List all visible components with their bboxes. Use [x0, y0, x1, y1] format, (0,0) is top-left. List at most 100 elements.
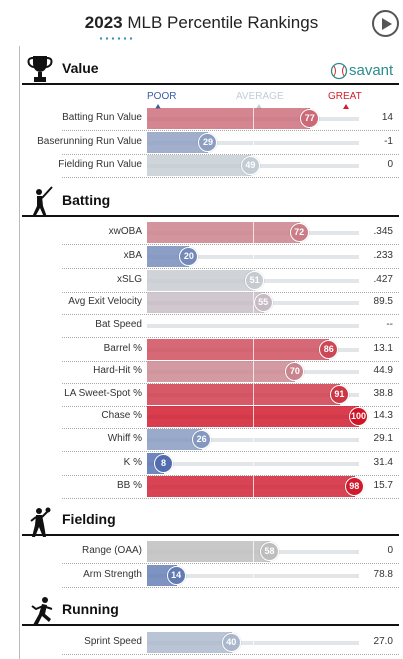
metric-row[interactable]: Barrel % 86 13.1 [0, 339, 403, 362]
row-divider [62, 130, 399, 131]
metric-value: 15.7 [373, 480, 393, 491]
section-header-running: Running [0, 595, 403, 626]
play-icon [382, 18, 392, 30]
metric-row[interactable]: xwOBA 72 .345 [0, 222, 403, 245]
row-divider [62, 451, 399, 452]
average-marker [253, 292, 254, 313]
percentile-circle[interactable]: 8 [153, 454, 173, 473]
average-marker [253, 565, 254, 586]
metric-row[interactable]: K % 8 31.4 [0, 453, 403, 476]
metric-label: Sprint Speed [84, 636, 142, 647]
average-marker [253, 541, 254, 562]
metric-row[interactable]: BB % 98 15.7 [0, 476, 403, 499]
percentile-bar [147, 476, 355, 497]
metric-row[interactable]: Arm Strength 14 78.8 [0, 565, 403, 588]
metric-label: Chase % [101, 410, 142, 421]
percentile-circle[interactable]: 72 [289, 223, 309, 242]
average-marker [253, 339, 254, 360]
percentile-circle[interactable]: 77 [300, 109, 320, 128]
row-divider [62, 563, 399, 564]
metric-row[interactable]: Whiff % 26 29.1 [0, 429, 403, 452]
metric-row[interactable]: Fielding Run Value 49 0 [0, 155, 403, 178]
percentile-bar [147, 132, 209, 153]
average-marker [253, 384, 254, 405]
metric-row[interactable]: Hard-Hit % 70 44.9 [0, 361, 403, 384]
percentile-circle[interactable]: 49 [240, 156, 260, 175]
percentile-circle[interactable]: 51 [245, 271, 265, 290]
percentile-circle[interactable]: 100 [349, 407, 368, 426]
metric-label: Range (OAA) [81, 545, 142, 556]
metric-row[interactable]: Chase % 100 14.3 [0, 406, 403, 429]
metric-label: xBA [123, 250, 142, 261]
scale-label-average: AVERAGE [236, 91, 284, 102]
percentile-bar [147, 384, 340, 405]
metric-label: Whiff % [107, 433, 142, 444]
metric-label: xwOBA [108, 226, 142, 237]
metric-value: 38.8 [373, 388, 393, 399]
metric-row[interactable]: Batting Run Value 77 14 [0, 108, 403, 131]
row-divider [62, 314, 399, 315]
metric-value: 29.1 [373, 433, 393, 444]
percentile-circle[interactable]: 91 [329, 385, 349, 404]
baseball-icon [330, 62, 348, 80]
metric-value: -1 [384, 136, 393, 147]
section-title-running: Running [62, 601, 119, 617]
great-arrow-icon [343, 104, 349, 109]
percentile-circle[interactable]: 20 [179, 247, 199, 266]
row-divider [62, 475, 399, 476]
metric-label: Bat Speed [95, 319, 142, 330]
average-arrow-icon [256, 104, 262, 109]
savant-logo-text: savant [349, 62, 394, 79]
section-divider [22, 83, 399, 85]
percentile-circle[interactable]: 40 [221, 633, 241, 652]
fielder-icon [26, 505, 58, 537]
average-marker [253, 453, 254, 474]
metric-row[interactable]: Range (OAA) 58 0 [0, 541, 403, 564]
metric-row[interactable]: LA Sweet-Spot % 91 38.8 [0, 384, 403, 407]
average-marker [253, 132, 254, 153]
percentile-bar [147, 339, 330, 360]
metric-value: 31.4 [373, 457, 393, 468]
percentile-bar [147, 222, 300, 243]
section-divider [22, 624, 399, 626]
metric-value: 27.0 [373, 636, 393, 647]
row-divider [62, 177, 399, 178]
section-header-fielding: Fielding [0, 505, 403, 537]
percentile-circle[interactable]: 29 [198, 133, 218, 152]
row-divider [62, 244, 399, 245]
metric-value: 44.9 [373, 365, 393, 376]
percentile-circle[interactable]: 98 [344, 477, 364, 496]
metric-row[interactable]: Baserunning Run Value 29 -1 [0, 132, 403, 155]
metric-label: Baserunning Run Value [37, 136, 142, 147]
row-divider [62, 154, 399, 155]
metric-row[interactable]: Bat Speed -- [0, 315, 403, 338]
metric-row[interactable]: xSLG 51 .427 [0, 270, 403, 293]
metric-label: Batting Run Value [62, 112, 142, 123]
title-text: MLB Percentile Rankings [127, 13, 319, 32]
percentile-circle[interactable]: 86 [319, 340, 339, 359]
metric-row[interactable]: xBA 20 .233 [0, 246, 403, 269]
title-underline-dots [98, 37, 134, 40]
percentile-circle[interactable]: 55 [253, 293, 273, 312]
metric-label: Arm Strength [83, 569, 142, 580]
metric-label: Barrel % [103, 343, 142, 354]
percentile-bar [147, 541, 270, 562]
percentile-bar [147, 292, 264, 313]
percentile-bar [147, 155, 251, 176]
scale-label-great: GREAT [328, 91, 362, 102]
metric-value: 89.5 [373, 296, 393, 307]
section-title-fielding: Fielding [62, 511, 116, 527]
metric-label: Fielding Run Value [58, 159, 142, 170]
metric-row[interactable]: Sprint Speed 40 27.0 [0, 632, 403, 655]
play-button[interactable] [372, 10, 399, 37]
percentile-circle[interactable]: 14 [166, 566, 186, 585]
percentile-circle[interactable]: 58 [259, 542, 279, 561]
metric-label: Hard-Hit % [93, 365, 142, 376]
percentile-bar [147, 429, 203, 450]
average-marker [253, 632, 254, 653]
metric-row[interactable]: Avg Exit Velocity 55 89.5 [0, 292, 403, 315]
metric-value: 0 [387, 159, 393, 170]
percentile-circle[interactable]: 70 [285, 362, 305, 381]
percentile-circle[interactable]: 26 [192, 430, 212, 449]
percentile-bar [147, 361, 296, 382]
